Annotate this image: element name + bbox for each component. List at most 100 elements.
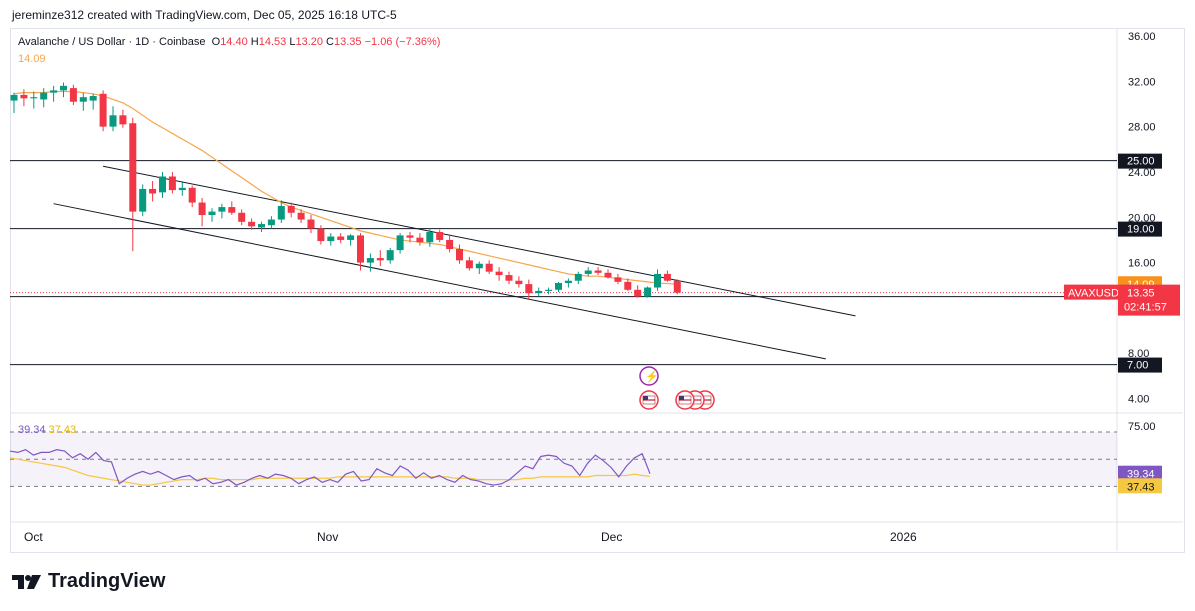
x-tick-label: 2026 (890, 530, 917, 544)
candle-body (109, 115, 117, 127)
open-label: O (211, 36, 221, 48)
us-flag-icon-1-canton (679, 396, 684, 400)
candle-body (634, 289, 642, 297)
chart-caption: jereminze312 created with TradingView.co… (12, 8, 397, 22)
level-badge-label: 19.00 (1127, 224, 1155, 236)
candle-body (574, 273, 582, 281)
candle-body (79, 97, 87, 102)
candle-body (505, 275, 513, 281)
candle-body (555, 282, 562, 290)
candle-body (376, 258, 384, 261)
x-tick-label: Oct (24, 530, 43, 544)
level-badge-label: 25.00 (1127, 156, 1155, 168)
rsi-ma-badge (1118, 478, 1162, 494)
x-tick-label: Nov (317, 530, 338, 544)
candle-body (663, 273, 671, 281)
candle-body (396, 235, 404, 251)
close-label: C (326, 36, 334, 48)
candle-body (168, 176, 176, 191)
low-value: 13.20 (295, 36, 323, 48)
high-value: 14.53 (258, 36, 287, 48)
candle-body (297, 212, 305, 220)
candle-body (386, 250, 394, 261)
candle-body (248, 221, 256, 227)
candle-body (594, 270, 602, 273)
candle-body (535, 290, 543, 294)
brand-name: TradingView (48, 570, 166, 592)
candle-body (347, 235, 355, 240)
candle-body (604, 272, 612, 278)
candle-body (267, 219, 275, 226)
low-label: L (289, 36, 296, 48)
symbol-legend: Avalanche / US Dollar · 1D · Coinbase O1… (18, 36, 440, 48)
level-badge (1118, 221, 1162, 237)
rsi-ma-line (9, 457, 651, 486)
level-badge (1118, 357, 1162, 373)
candle-body (228, 207, 236, 213)
y-tick-label: 20.00 (1128, 212, 1156, 224)
y-tick-label: 32.00 (1128, 76, 1156, 88)
chart-frame[interactable] (10, 28, 1185, 553)
candle-body (485, 263, 493, 272)
candle-body (317, 228, 325, 242)
candle-body (525, 284, 533, 294)
candle-body (475, 263, 483, 269)
candle-body (30, 97, 38, 99)
candle-body (129, 123, 137, 212)
tradingview-logo-icon (12, 574, 41, 589)
candle-body (515, 280, 523, 285)
candle-body (465, 260, 473, 269)
ma-legend-value: 14.09 (18, 53, 46, 65)
candle-body (20, 94, 28, 99)
candle-body (584, 270, 592, 274)
candle-body (456, 249, 463, 261)
candle-body (337, 236, 345, 240)
candle-body (238, 212, 246, 222)
y-tick-label: 16.00 (1128, 258, 1156, 270)
candle-body (178, 187, 186, 191)
y-tick-label: 4.00 (1128, 394, 1149, 406)
symbol-badge-label: AVAXUSD (1068, 288, 1119, 300)
candle-body (198, 202, 206, 216)
rsi-legend-value: 39.34 (18, 424, 46, 436)
y-tick-label: 8.00 (1128, 348, 1149, 360)
candle-body (426, 232, 434, 243)
level-badge-label: 7.00 (1127, 360, 1148, 372)
candle-body (69, 88, 77, 102)
trend-line (103, 165, 856, 317)
candle-body (644, 287, 652, 297)
candle-body (495, 271, 503, 276)
candle-body (416, 237, 424, 243)
x-tick-label: Dec (601, 530, 622, 544)
countdown-label: 02:41:57 (1124, 302, 1167, 314)
last-price-badge (1118, 284, 1180, 316)
candle-body (564, 280, 572, 283)
candle-body (614, 277, 622, 282)
last-price-badge-label: 13.35 (1127, 288, 1155, 300)
candle-body (188, 187, 196, 203)
candle-body (10, 94, 18, 101)
rsi-axis-label: 75.00 (1128, 421, 1156, 433)
rsi-value-badge-label: 39.34 (1127, 469, 1155, 481)
dividend-event-icon (639, 366, 659, 386)
ma-line (13, 90, 678, 285)
candle-body (50, 90, 58, 93)
candle-body (258, 224, 265, 228)
candle-body (545, 289, 553, 291)
candle-body (60, 85, 67, 91)
change-value: −1.06 (−7.36%) (364, 36, 441, 48)
candle-body (287, 205, 295, 213)
y-tick-label: 36.00 (1128, 31, 1156, 43)
candle-body (673, 280, 681, 293)
candle-body (327, 236, 335, 242)
candle-body (277, 205, 285, 220)
y-tick-label: 28.00 (1128, 122, 1156, 134)
candle-body (654, 273, 661, 288)
tradingview-logo[interactable]: TradingView (12, 570, 165, 593)
high-label: H (250, 36, 259, 48)
candles-group (10, 82, 681, 300)
candle-body (357, 235, 364, 263)
rsi-ma-legend-value: 37.43 (48, 424, 77, 436)
lightning-icon: ⚡ (645, 370, 659, 383)
